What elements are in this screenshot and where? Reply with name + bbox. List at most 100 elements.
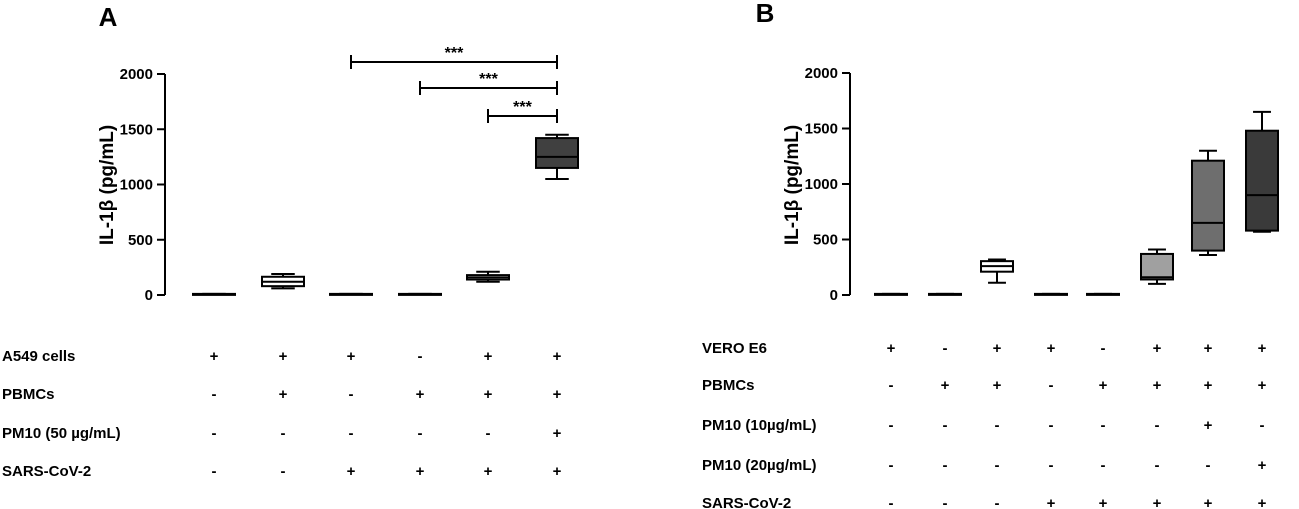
- panel-a-sig-stars: ***: [479, 71, 498, 88]
- panel-a-condition-sign: +: [553, 425, 562, 442]
- panel-a-y-axis-label: IL-1β (pg/mL): [97, 125, 118, 245]
- panel-b-condition-label: PM10 (10µg/mL): [702, 417, 817, 434]
- panel-a-condition-sign: +: [279, 348, 288, 365]
- panel-a-condition-label: A549 cells: [2, 348, 75, 365]
- panel-a-condition-sign: +: [484, 386, 493, 403]
- panel-b-condition-sign: +: [1258, 457, 1267, 474]
- panel-b-condition-sign: +: [1153, 340, 1162, 357]
- panel-a-y-tick-label: 500: [128, 232, 153, 249]
- panel-b-condition-sign: -: [943, 417, 948, 434]
- panel-b-condition-sign: +: [993, 340, 1002, 357]
- panel-b-condition-sign: +: [1099, 495, 1108, 509]
- panel-b-condition-sign: -: [1049, 417, 1054, 434]
- panel-b-condition-sign: +: [1204, 340, 1213, 357]
- panel-b-condition-sign: -: [943, 340, 948, 357]
- panel-b-condition-sign: +: [1153, 495, 1162, 509]
- panel-b-box-3: [980, 258, 1014, 284]
- panel-b-condition-sign: +: [1047, 495, 1056, 509]
- panel-b-condition-sign: -: [1049, 377, 1054, 394]
- panel-b-condition-sign: +: [941, 377, 950, 394]
- panel-b-condition-sign: -: [995, 417, 1000, 434]
- panel-b-y-tick-label: 500: [813, 232, 838, 249]
- panel-a-condition-label: SARS-CoV-2: [2, 463, 91, 480]
- panel-b-condition-sign: -: [889, 495, 894, 509]
- panel-b-condition-sign: +: [1204, 377, 1213, 394]
- panel-b-condition-sign: +: [1258, 340, 1267, 357]
- panel-b-y-tick-label: 1000: [805, 176, 838, 193]
- panel-b-letter: B: [756, 0, 775, 28]
- panel-b-condition-sign: -: [995, 457, 1000, 474]
- panel-a-condition-sign: -: [486, 425, 491, 442]
- panel-b-condition-sign: -: [1206, 457, 1211, 474]
- panel-a-letter: A: [99, 2, 118, 32]
- panel-b-condition-sign: -: [889, 457, 894, 474]
- panel-a-sig-stars: ***: [513, 99, 532, 116]
- panel-b-condition-sign: +: [1204, 495, 1213, 509]
- panel-b-condition-sign: +: [993, 377, 1002, 394]
- panel-b-condition-label: VERO E6: [702, 340, 767, 357]
- panel-a-condition-label: PBMCs: [2, 386, 55, 403]
- panel-a-y-tick-label: 1500: [120, 121, 153, 138]
- box-iqr: [1191, 159, 1225, 252]
- box-iqr: [535, 137, 579, 169]
- panel-b-condition-sign: +: [1047, 340, 1056, 357]
- panel-b-condition-sign: -: [1155, 417, 1160, 434]
- panel-b-box-7: [1191, 149, 1225, 257]
- panel-a-condition-sign: -: [349, 386, 354, 403]
- panel-b-condition-sign: -: [943, 457, 948, 474]
- panel-b-condition-label: PBMCs: [702, 377, 755, 394]
- panel-a-condition-label: PM10 (50 µg/mL): [2, 425, 121, 442]
- panel-b-condition-sign: +: [1204, 417, 1213, 434]
- panel-a-y-tick-label: 0: [145, 287, 153, 304]
- panel-a-condition-sign: -: [418, 425, 423, 442]
- panel-a-condition-sign: +: [279, 386, 288, 403]
- box-iqr: [1140, 252, 1174, 281]
- panel-b-condition-sign: -: [1101, 417, 1106, 434]
- panel-b-box-2: [928, 292, 962, 296]
- panel-b-condition-sign: -: [889, 417, 894, 434]
- panel-a-box-2: [261, 273, 305, 290]
- panel-a-condition-sign: -: [281, 463, 286, 480]
- box-iqr: [1245, 129, 1279, 232]
- panel-a-condition-sign: -: [212, 386, 217, 403]
- panel-b-box-1: [874, 292, 908, 296]
- panel-b-box-6: [1140, 248, 1174, 285]
- panel-a-box-4: [398, 292, 442, 296]
- panel-a-condition-sign: +: [416, 386, 425, 403]
- panel-a-condition-sign: -: [349, 425, 354, 442]
- panel-b-condition-sign: -: [1155, 457, 1160, 474]
- panel-b-condition-sign: +: [887, 340, 896, 357]
- panel-a-condition-sign: -: [418, 348, 423, 365]
- panel-a-y-tick-label: 1000: [120, 177, 153, 194]
- panel-a-condition-sign: +: [484, 348, 493, 365]
- panel-a-box-1: [192, 292, 236, 296]
- panel-b-condition-sign: -: [1101, 340, 1106, 357]
- panel-a-condition-sign: -: [212, 425, 217, 442]
- panel-a-condition-sign: +: [347, 348, 356, 365]
- panel-b-condition-sign: -: [889, 377, 894, 394]
- panel-b-condition-sign: +: [1258, 377, 1267, 394]
- panel-b-y-tick-label: 0: [830, 287, 838, 304]
- panel-b-condition-sign: -: [1260, 417, 1265, 434]
- panel-b-y-tick-label: 2000: [805, 65, 838, 82]
- panel-b-box-4: [1034, 292, 1068, 296]
- panel-b-condition-sign: -: [943, 495, 948, 509]
- panel-a-condition-sign: +: [484, 463, 493, 480]
- panel-a-sig-stars: ***: [445, 45, 464, 62]
- panel-a-box-3: [329, 292, 373, 296]
- panel-a-condition-sign: +: [210, 348, 219, 365]
- panel-b-y-tick-label: 1500: [805, 121, 838, 138]
- panel-b-condition-sign: +: [1153, 377, 1162, 394]
- panel-b-box-8: [1245, 110, 1279, 233]
- panel-b-condition-sign: +: [1258, 495, 1267, 509]
- panel-b-condition-sign: +: [1099, 377, 1108, 394]
- panel-b-y-axis-label: IL-1β (pg/mL): [782, 125, 803, 245]
- panel-a-condition-sign: +: [347, 463, 356, 480]
- panel-a-y-tick-label: 2000: [120, 66, 153, 83]
- panel-a-condition-sign: -: [281, 425, 286, 442]
- panel-a-box-5: [466, 270, 510, 283]
- panel-a-condition-sign: +: [553, 386, 562, 403]
- panel-b-condition-label: SARS-CoV-2: [702, 495, 791, 509]
- panel-b-condition-sign: -: [1049, 457, 1054, 474]
